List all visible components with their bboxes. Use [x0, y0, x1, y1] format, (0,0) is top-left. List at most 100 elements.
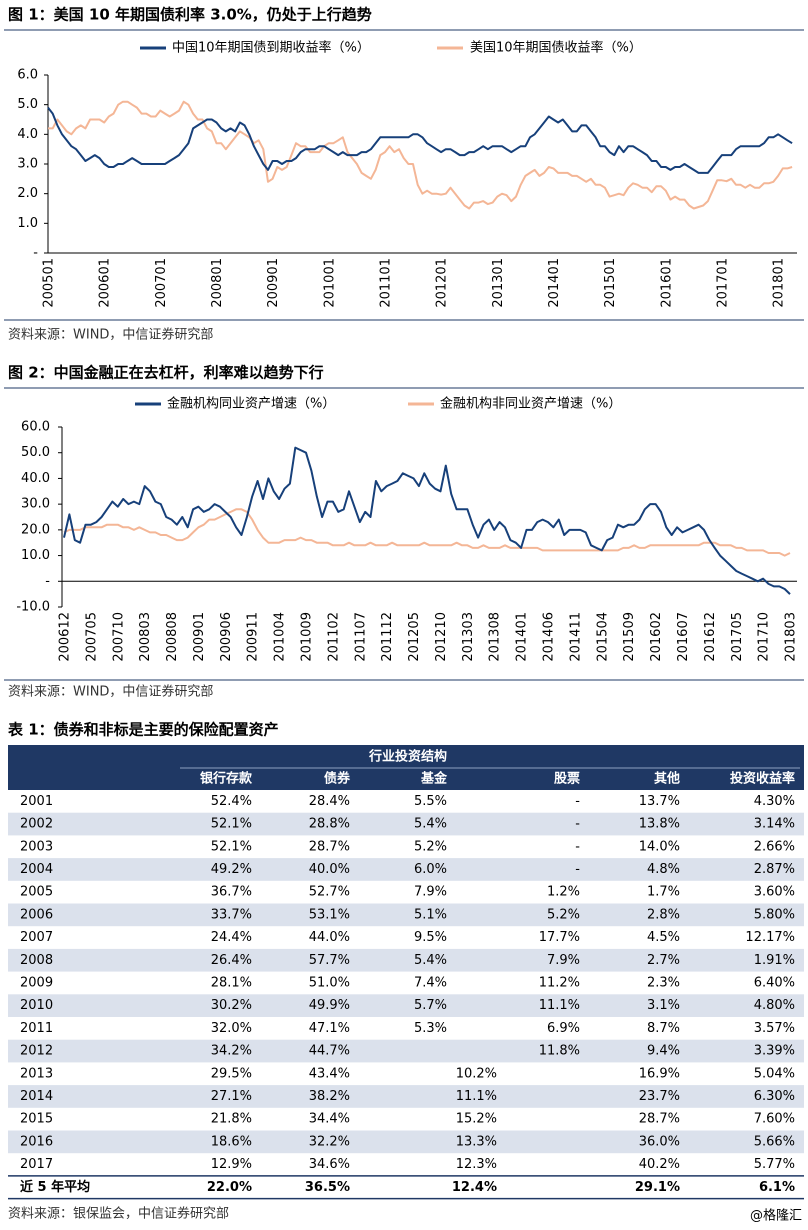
cell: 53.1%	[309, 907, 350, 922]
cell: 27.1%	[211, 1089, 252, 1104]
cell: 5.04%	[754, 1066, 795, 1081]
cell: 26.4%	[211, 953, 252, 968]
row-stripe	[8, 1130, 804, 1154]
y-tick-label: 50.0	[21, 445, 50, 460]
cell: 5.5%	[414, 794, 447, 809]
cell: 3.60%	[754, 885, 795, 900]
x-tick-label: 201509	[622, 612, 637, 662]
legend-label: 中国10年期国债到期收益率（%）	[172, 40, 370, 56]
x-tick-label: 201501	[603, 258, 618, 308]
cell: 32.0%	[211, 1021, 252, 1036]
x-tick-label: 201701	[715, 258, 730, 308]
cell: 57.7%	[309, 953, 350, 968]
cell: 13.8%	[639, 817, 680, 832]
x-tick-label: 201406	[542, 612, 557, 662]
cell: 44.0%	[309, 930, 350, 945]
x-tick-label: 201401	[515, 612, 530, 662]
x-tick-label: 201401	[547, 258, 562, 308]
y-tick-label: 4.0	[17, 127, 38, 142]
cell: 12.3%	[456, 1157, 497, 1172]
x-tick-label: 201612	[703, 612, 718, 662]
chart-title: 图 2：中国金融正在去杠杆，利率难以趋势下行	[8, 364, 324, 382]
row-label: 2015	[20, 1112, 53, 1127]
cell: 5.3%	[414, 1021, 447, 1036]
legend-label: 金融机构同业资产增速（%）	[167, 396, 335, 412]
cell: 49.9%	[309, 998, 350, 1013]
x-tick-label: 200901	[192, 612, 207, 662]
y-tick-label: -	[45, 574, 50, 589]
cell: 52.7%	[309, 885, 350, 900]
legend-label: 金融机构非同业资产增速（%）	[440, 396, 621, 412]
cell: 5.4%	[414, 953, 447, 968]
legend-label: 美国10年期国债收益率（%）	[470, 40, 642, 56]
row-label: 2010	[20, 998, 53, 1013]
row-stripe	[8, 948, 804, 972]
row-label: 2011	[20, 1021, 53, 1036]
row-label: 2009	[20, 975, 53, 990]
cell: 29.1%	[635, 1180, 680, 1195]
cell: -	[575, 794, 580, 809]
y-tick-label: 5.0	[17, 97, 38, 112]
chart-title: 图 1：美国 10 年期国债利率 3.0%，仍处于上行趋势	[8, 6, 372, 24]
y-tick-label: 30.0	[21, 497, 50, 512]
cell: 52.4%	[211, 794, 252, 809]
cell: 10.2%	[456, 1066, 497, 1081]
x-tick-label: 200906	[219, 612, 234, 662]
cell: 8.7%	[647, 1021, 680, 1036]
y-tick-label: 1.0	[17, 216, 38, 231]
x-tick-label: 200612	[58, 612, 73, 662]
x-tick-label: 200701	[154, 258, 169, 308]
row-stripe	[8, 903, 804, 927]
x-tick-label: 201308	[488, 612, 503, 662]
cell: 36.7%	[211, 885, 252, 900]
column-header: 债券	[324, 771, 351, 787]
cell: 6.0%	[414, 862, 447, 877]
cell: 52.1%	[211, 817, 252, 832]
y-tick-label: 40.0	[21, 471, 50, 486]
x-tick-label: 201602	[649, 612, 664, 662]
cell: 2.3%	[647, 975, 680, 990]
column-header: 股票	[554, 771, 580, 787]
cell: 1.2%	[547, 885, 580, 900]
row-label: 2003	[20, 839, 53, 854]
row-stripe	[8, 1085, 804, 1108]
watermark: @格隆汇	[750, 1208, 802, 1224]
cell: 5.4%	[414, 817, 447, 832]
row-label: 2016	[20, 1134, 53, 1149]
cell: 30.2%	[211, 998, 252, 1013]
cell: -	[575, 817, 580, 832]
cell: 2.8%	[647, 907, 680, 922]
cell: 3.1%	[647, 998, 680, 1013]
cell: 5.2%	[547, 907, 580, 922]
series-line	[47, 106, 793, 174]
series-line	[63, 446, 791, 595]
cell: -	[575, 839, 580, 854]
cell: 29.5%	[211, 1066, 252, 1081]
cell: 5.2%	[414, 839, 447, 854]
x-tick-label: 201001	[322, 258, 337, 308]
row-label: 2014	[20, 1089, 53, 1104]
x-tick-label: 200808	[165, 612, 180, 662]
table-title: 表 1：债券和非标是主要的保险配置资产	[8, 721, 279, 739]
source: 资料来源：WIND，中信证券研究部	[8, 684, 213, 700]
source: 资料来源：银保监会，中信证券研究部	[8, 1206, 229, 1222]
x-tick-label: 200803	[138, 612, 153, 662]
x-tick-label: 200501	[42, 258, 57, 308]
cell: 22.0%	[207, 1180, 252, 1195]
y-tick-label: 6.0	[17, 68, 38, 83]
cell: 44.7%	[309, 1044, 350, 1059]
cell: 1.7%	[647, 885, 680, 900]
cell: 4.5%	[647, 930, 680, 945]
cell: 9.4%	[647, 1044, 680, 1059]
row-stripe	[8, 1039, 804, 1063]
cell: 17.7%	[539, 930, 580, 945]
cell: 28.8%	[309, 817, 350, 832]
cell: 4.80%	[754, 998, 795, 1013]
x-tick-label: 200705	[84, 612, 99, 662]
x-tick-label: 201101	[378, 258, 393, 308]
row-label: 2002	[20, 817, 53, 832]
cell: 5.66%	[754, 1134, 795, 1149]
cell: 7.9%	[414, 885, 447, 900]
cell: 15.2%	[456, 1112, 497, 1127]
